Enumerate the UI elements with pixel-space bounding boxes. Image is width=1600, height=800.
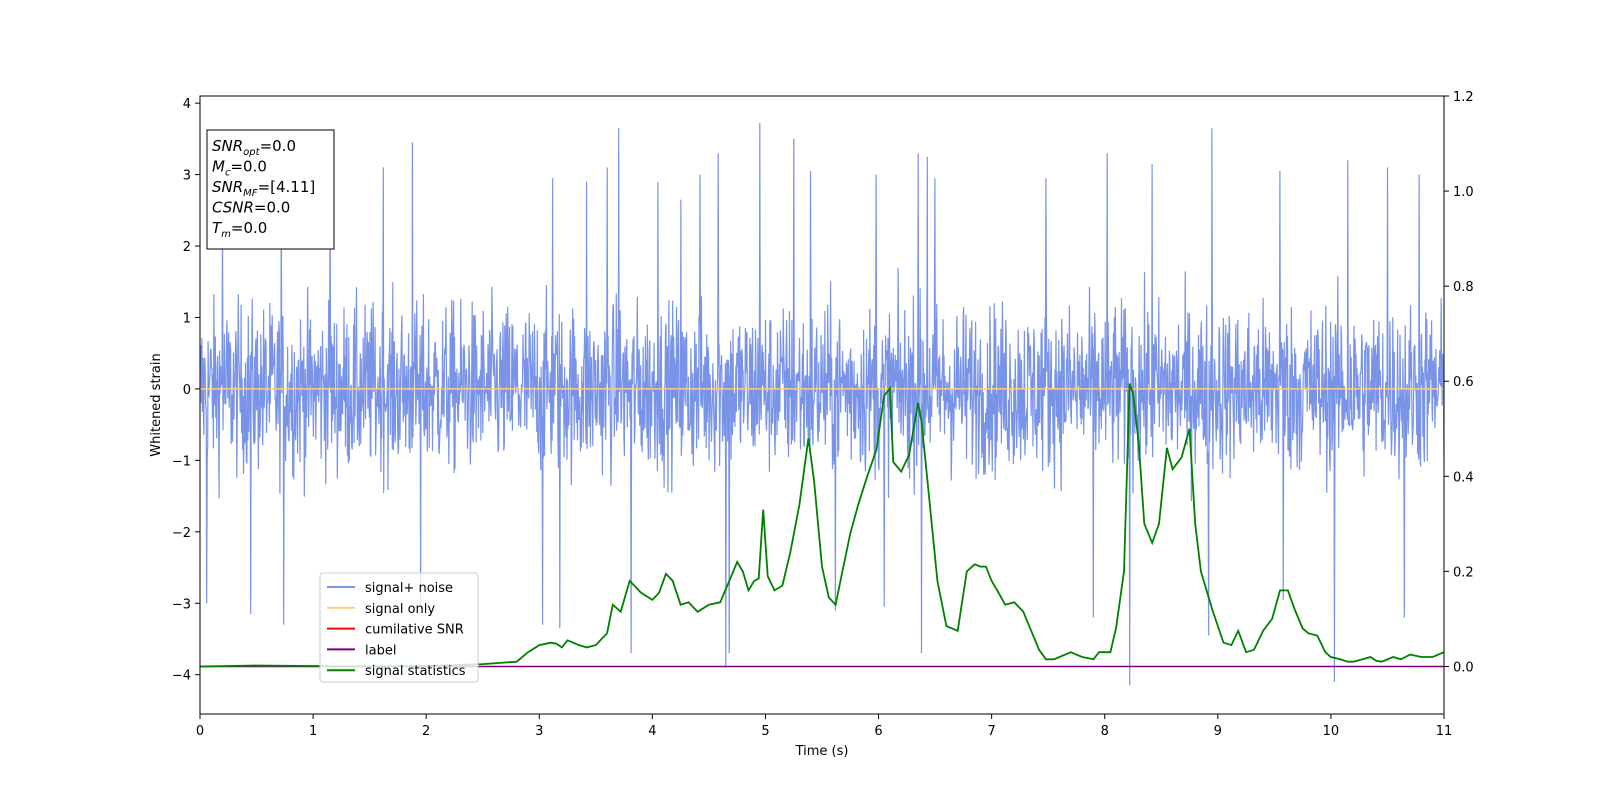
plot-frame — [199, 95, 1445, 715]
y2-tick-label: 1.2 — [1453, 90, 1474, 105]
series-signal-statistics-line — [200, 383, 1444, 668]
legend-label: label — [365, 643, 396, 658]
x-tick-label: 6 — [874, 724, 882, 739]
y-axis-right: 1.2 1.0 0.8 0.6 0.4 0.2 0.0 — [1444, 90, 1474, 675]
legend-label: signal+ noise — [365, 581, 453, 596]
x-tick-label: 2 — [422, 724, 430, 739]
y2-tick-label: 0.6 — [1453, 375, 1474, 390]
y-axis-left: 4 3 2 1 0 −1 −2 −3 −4 — [172, 97, 200, 684]
legend: signal+ noise signal only cumilative SNR la… — [319, 572, 479, 683]
x-axis-title: Time (s) — [795, 744, 849, 759]
y2-tick-label: 0.2 — [1453, 565, 1474, 580]
y2-tick-label: 1.0 — [1453, 185, 1474, 200]
y-axis-title: Whitened strain — [149, 353, 164, 456]
stats-box-line: SNRMF=[4.11] — [212, 178, 315, 199]
y-tick-label: 2 — [183, 240, 191, 255]
x-tick-label: 10 — [1323, 724, 1340, 739]
series-signal-noise-line — [200, 123, 1444, 686]
x-tick-label: 9 — [1214, 724, 1222, 739]
y-tick-label: −4 — [172, 669, 191, 684]
x-tick-label: 1 — [309, 724, 317, 739]
y-tick-label: 4 — [183, 97, 191, 112]
stats-box-line: CSNR=0.0 — [212, 199, 290, 217]
x-tick-label: 4 — [648, 724, 656, 739]
legend-label: signal statistics — [365, 664, 466, 679]
stats-box-line: Tm=0.0 — [212, 219, 267, 240]
y-tick-label: 3 — [183, 169, 191, 184]
y-tick-label: −3 — [172, 597, 191, 612]
x-tick-label: 5 — [761, 724, 769, 739]
y-tick-label: 1 — [183, 311, 191, 326]
legend-label: cumilative SNR — [365, 623, 464, 638]
y-tick-label: −2 — [172, 526, 191, 541]
x-tick-label: 0 — [196, 724, 204, 739]
y-tick-label: −1 — [172, 454, 191, 469]
legend-frame — [319, 572, 479, 683]
legend-label: signal only — [365, 602, 435, 617]
x-tick-label: 7 — [987, 724, 995, 739]
stats-box-frame — [206, 129, 335, 250]
stats-box-line: Mc=0.0 — [212, 158, 267, 179]
x-tick-label: 8 — [1101, 724, 1109, 739]
x-axis: 0 1 2 3 4 5 6 7 8 9 10 11 — [196, 714, 1452, 739]
y2-tick-label: 0.4 — [1453, 470, 1474, 485]
stats-box-line: SNRopt=0.0 — [212, 137, 296, 158]
y-tick-label: 0 — [183, 383, 191, 398]
y2-tick-label: 0.0 — [1453, 660, 1474, 675]
x-tick-label: 11 — [1436, 724, 1453, 739]
y2-tick-label: 0.8 — [1453, 280, 1474, 295]
x-tick-label: 3 — [535, 724, 543, 739]
